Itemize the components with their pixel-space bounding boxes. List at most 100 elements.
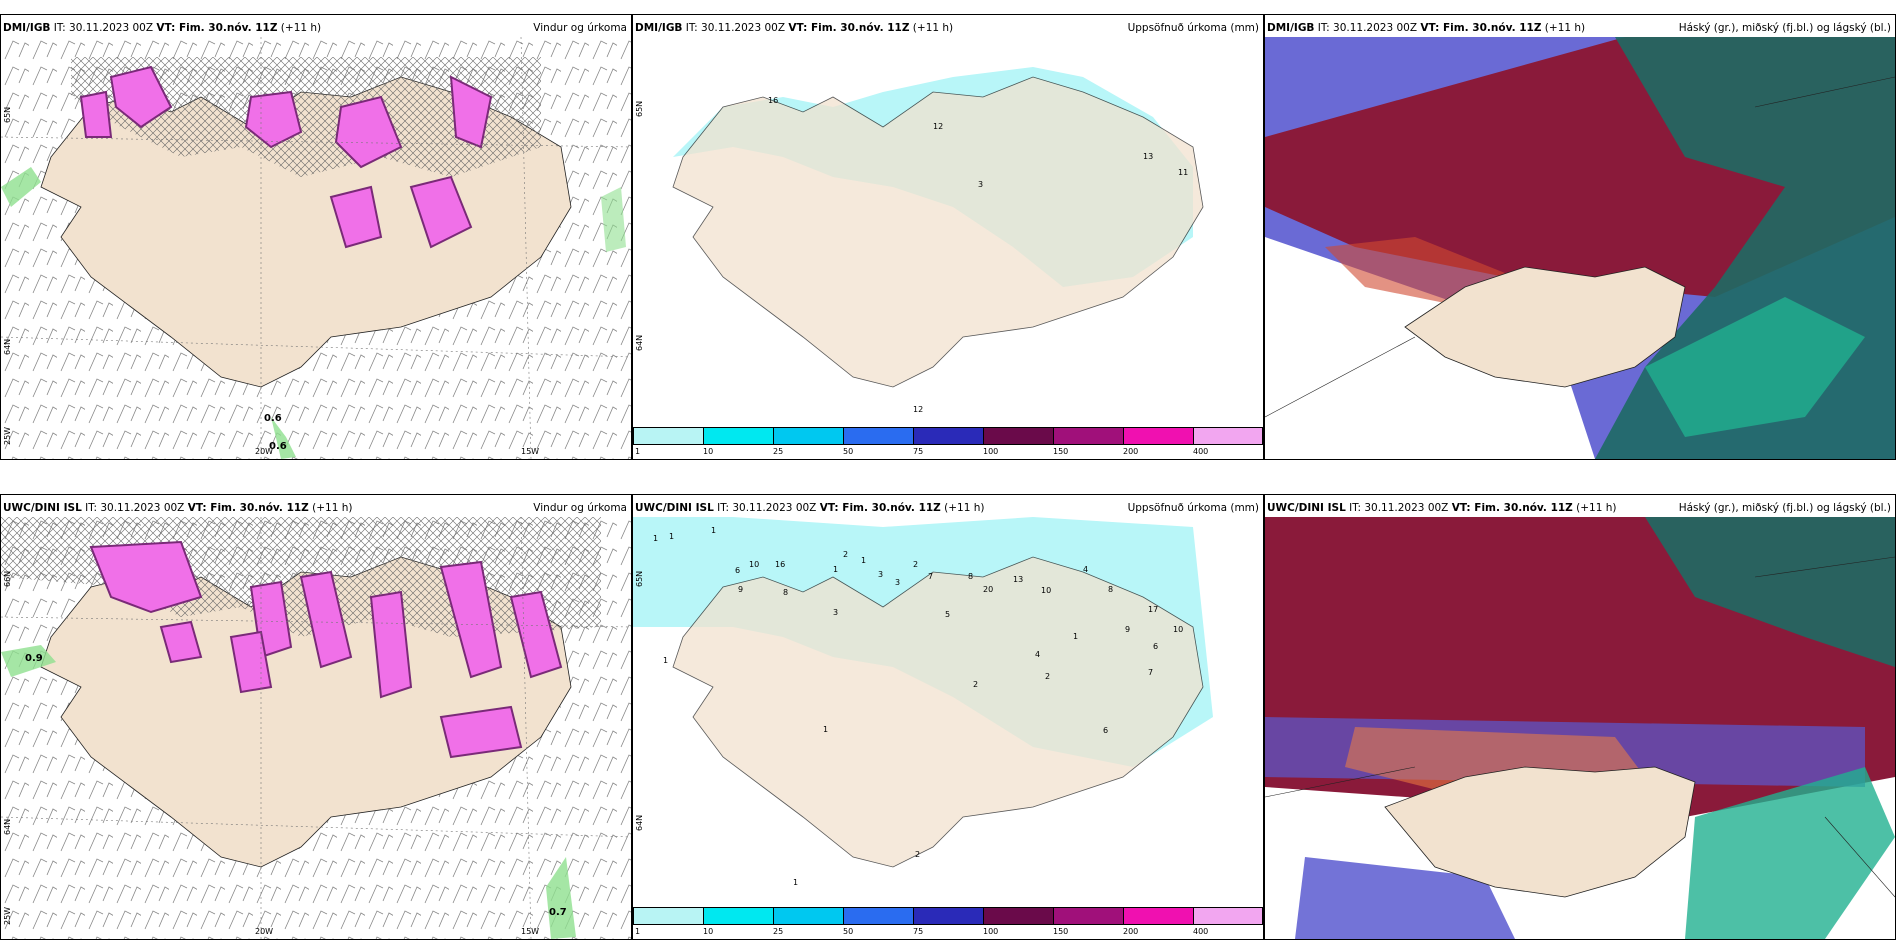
precip-value: 10 [749,560,759,569]
colorbar-swatch [1123,427,1194,445]
colorbar-swatch [1123,907,1194,925]
lat-label: 65N [635,570,644,587]
precip-value: 1 [663,656,668,665]
issue-time: IT: 30.11.2023 00Z [717,502,817,514]
colorbar-swatch [843,427,914,445]
precip-value: 7 [1148,668,1153,677]
colorbar-tick: 400 [1193,447,1209,456]
wind-precip-map: 0.6 0.6 [1,37,631,459]
precip-value: 13 [1013,575,1023,584]
panel-uwc-clouds: UWC/DINI ISL IT: 30.11.2023 00Z VT: Fim.… [1264,494,1896,940]
panel-title: Háský (gr.), miðský (fj.bl.) og lágský (… [1678,22,1891,34]
colorbar-swatch [983,427,1054,445]
colorbar-tick: 25 [773,927,784,936]
colorbar-tick: 10 [703,447,714,456]
accum-precip-map: 1 1 1 6 10 16 9 8 2 1 1 3 3 3 2 7 8 20 1… [633,517,1213,924]
model-name: DMI/IGB [1267,22,1315,34]
precip-value: 4 [1083,565,1088,574]
colorbar-tick: 400 [1193,927,1209,936]
panel-header: UWC/DINI ISL IT: 30.11.2023 00Z VT: Fim.… [1265,495,1895,521]
colorbar-swatch [773,427,844,445]
model-name: UWC/DINI ISL [635,502,714,514]
precip-value: 16 [775,560,785,569]
precip-value: 0.7 [549,907,567,918]
colorbar-swatch [913,427,984,445]
model-name: DMI/IGB [3,22,51,34]
valid-time: VT: Fim. 30.nóv. 11Z [1420,22,1542,34]
valid-time: VT: Fim. 30.nóv. 11Z [156,22,278,34]
panel-header: UWC/DINI ISL IT: 30.11.2023 00Z VT: Fim.… [633,495,1263,521]
panel-title: Uppsöfnuð úrkoma (mm) [1127,502,1259,514]
colorbar-swatch [1193,907,1263,925]
panel-header: DMI/IGB IT: 30.11.2023 00Z VT: Fim. 30.n… [1,15,631,41]
precip-value: 9 [1125,625,1130,634]
precip-colorbar: 1 10 25 50 75 100 150 200 400 [633,427,1263,459]
lat-label: 64N [635,334,644,351]
model-name: UWC/DINI ISL [3,502,82,514]
panel-header: DMI/IGB IT: 30.11.2023 00Z VT: Fim. 30.n… [633,15,1263,41]
accum-precip-map: 16 12 3 13 11 12 [672,67,1204,414]
panel-dmi-accum-precip: DMI/IGB IT: 30.11.2023 00Z VT: Fim. 30.n… [632,14,1264,460]
precip-value: 1 [653,534,658,543]
colorbar-swatch [983,907,1054,925]
precip-value: 4 [1035,650,1040,659]
panel-title: Uppsöfnuð úrkoma (mm) [1127,22,1259,34]
colorbar-swatch [773,907,844,925]
lat-label: 64N [3,338,12,355]
precip-value: 3 [833,608,838,617]
precip-value: 16 [768,96,778,105]
precip-value: 1 [711,526,716,535]
panel-uwc-accum-precip: UWC/DINI ISL IT: 30.11.2023 00Z VT: Fim.… [632,494,1264,940]
colorbar-tick: 200 [1123,447,1139,456]
colorbar-tick: 50 [843,927,854,936]
panel-dmi-clouds: DMI/IGB IT: 30.11.2023 00Z VT: Fim. 30.n… [1264,14,1896,460]
lat-label: 25W [3,426,12,445]
colorbar-tick: 25 [773,447,784,456]
valid-time: VT: Fim. 30.nóv. 11Z [1451,502,1573,514]
precip-value: 7 [928,572,933,581]
colorbar-swatch [843,907,914,925]
valid-time: VT: Fim. 30.nóv. 11Z [788,22,910,34]
model-name: DMI/IGB [635,22,683,34]
precip-value: 12 [913,405,923,414]
precip-value: 3 [895,578,900,587]
colorbar-tick: 50 [843,447,854,456]
precip-value: 1 [833,565,838,574]
panel-title: Vindur og úrkoma [533,22,627,34]
colorbar-swatch [1053,427,1124,445]
colorbar-tick: 150 [1053,927,1069,936]
lat-label: 25W [3,906,12,925]
panel-header: DMI/IGB IT: 30.11.2023 00Z VT: Fim. 30.n… [1265,15,1895,41]
lead-time: (+11 h) [312,502,353,514]
colorbar-tick: 150 [1053,447,1069,456]
colorbar-tick: 100 [983,927,999,936]
valid-time: VT: Fim. 30.nóv. 11Z [187,502,309,514]
precip-value: 2 [913,560,918,569]
precip-value: 8 [783,588,788,597]
precip-value: 6 [1103,726,1108,735]
iceland-landmass [672,556,1204,868]
precip-value: 1 [861,556,866,565]
precip-value: 5 [945,610,950,619]
precip-value: 10 [1041,586,1051,595]
wind-precip-map: 0.9 0.7 [1,517,631,939]
precip-value: 17 [1148,605,1158,614]
colorbar-swatch [703,427,774,445]
precip-value: 2 [843,550,848,559]
precip-value: 0.9 [25,653,43,664]
lon-label: 15W [521,447,540,456]
lead-time: (+11 h) [280,22,322,34]
precip-value: 1 [669,532,674,541]
issue-time: IT: 30.11.2023 00Z [53,22,154,34]
precip-value: 1 [793,878,798,887]
lon-label: 20W [255,927,274,936]
colorbar-swatch [633,427,704,445]
precip-value: 2 [973,680,978,689]
colorbar-swatch [703,907,774,925]
precip-value: 10 [1173,625,1183,634]
colorbar-tick: 10 [703,927,714,936]
colorbar-tick: 75 [913,447,924,456]
iceland-landmass [672,76,1204,388]
issue-time: IT: 30.11.2023 00Z [1317,22,1418,34]
lat-label: 65N [3,106,12,123]
